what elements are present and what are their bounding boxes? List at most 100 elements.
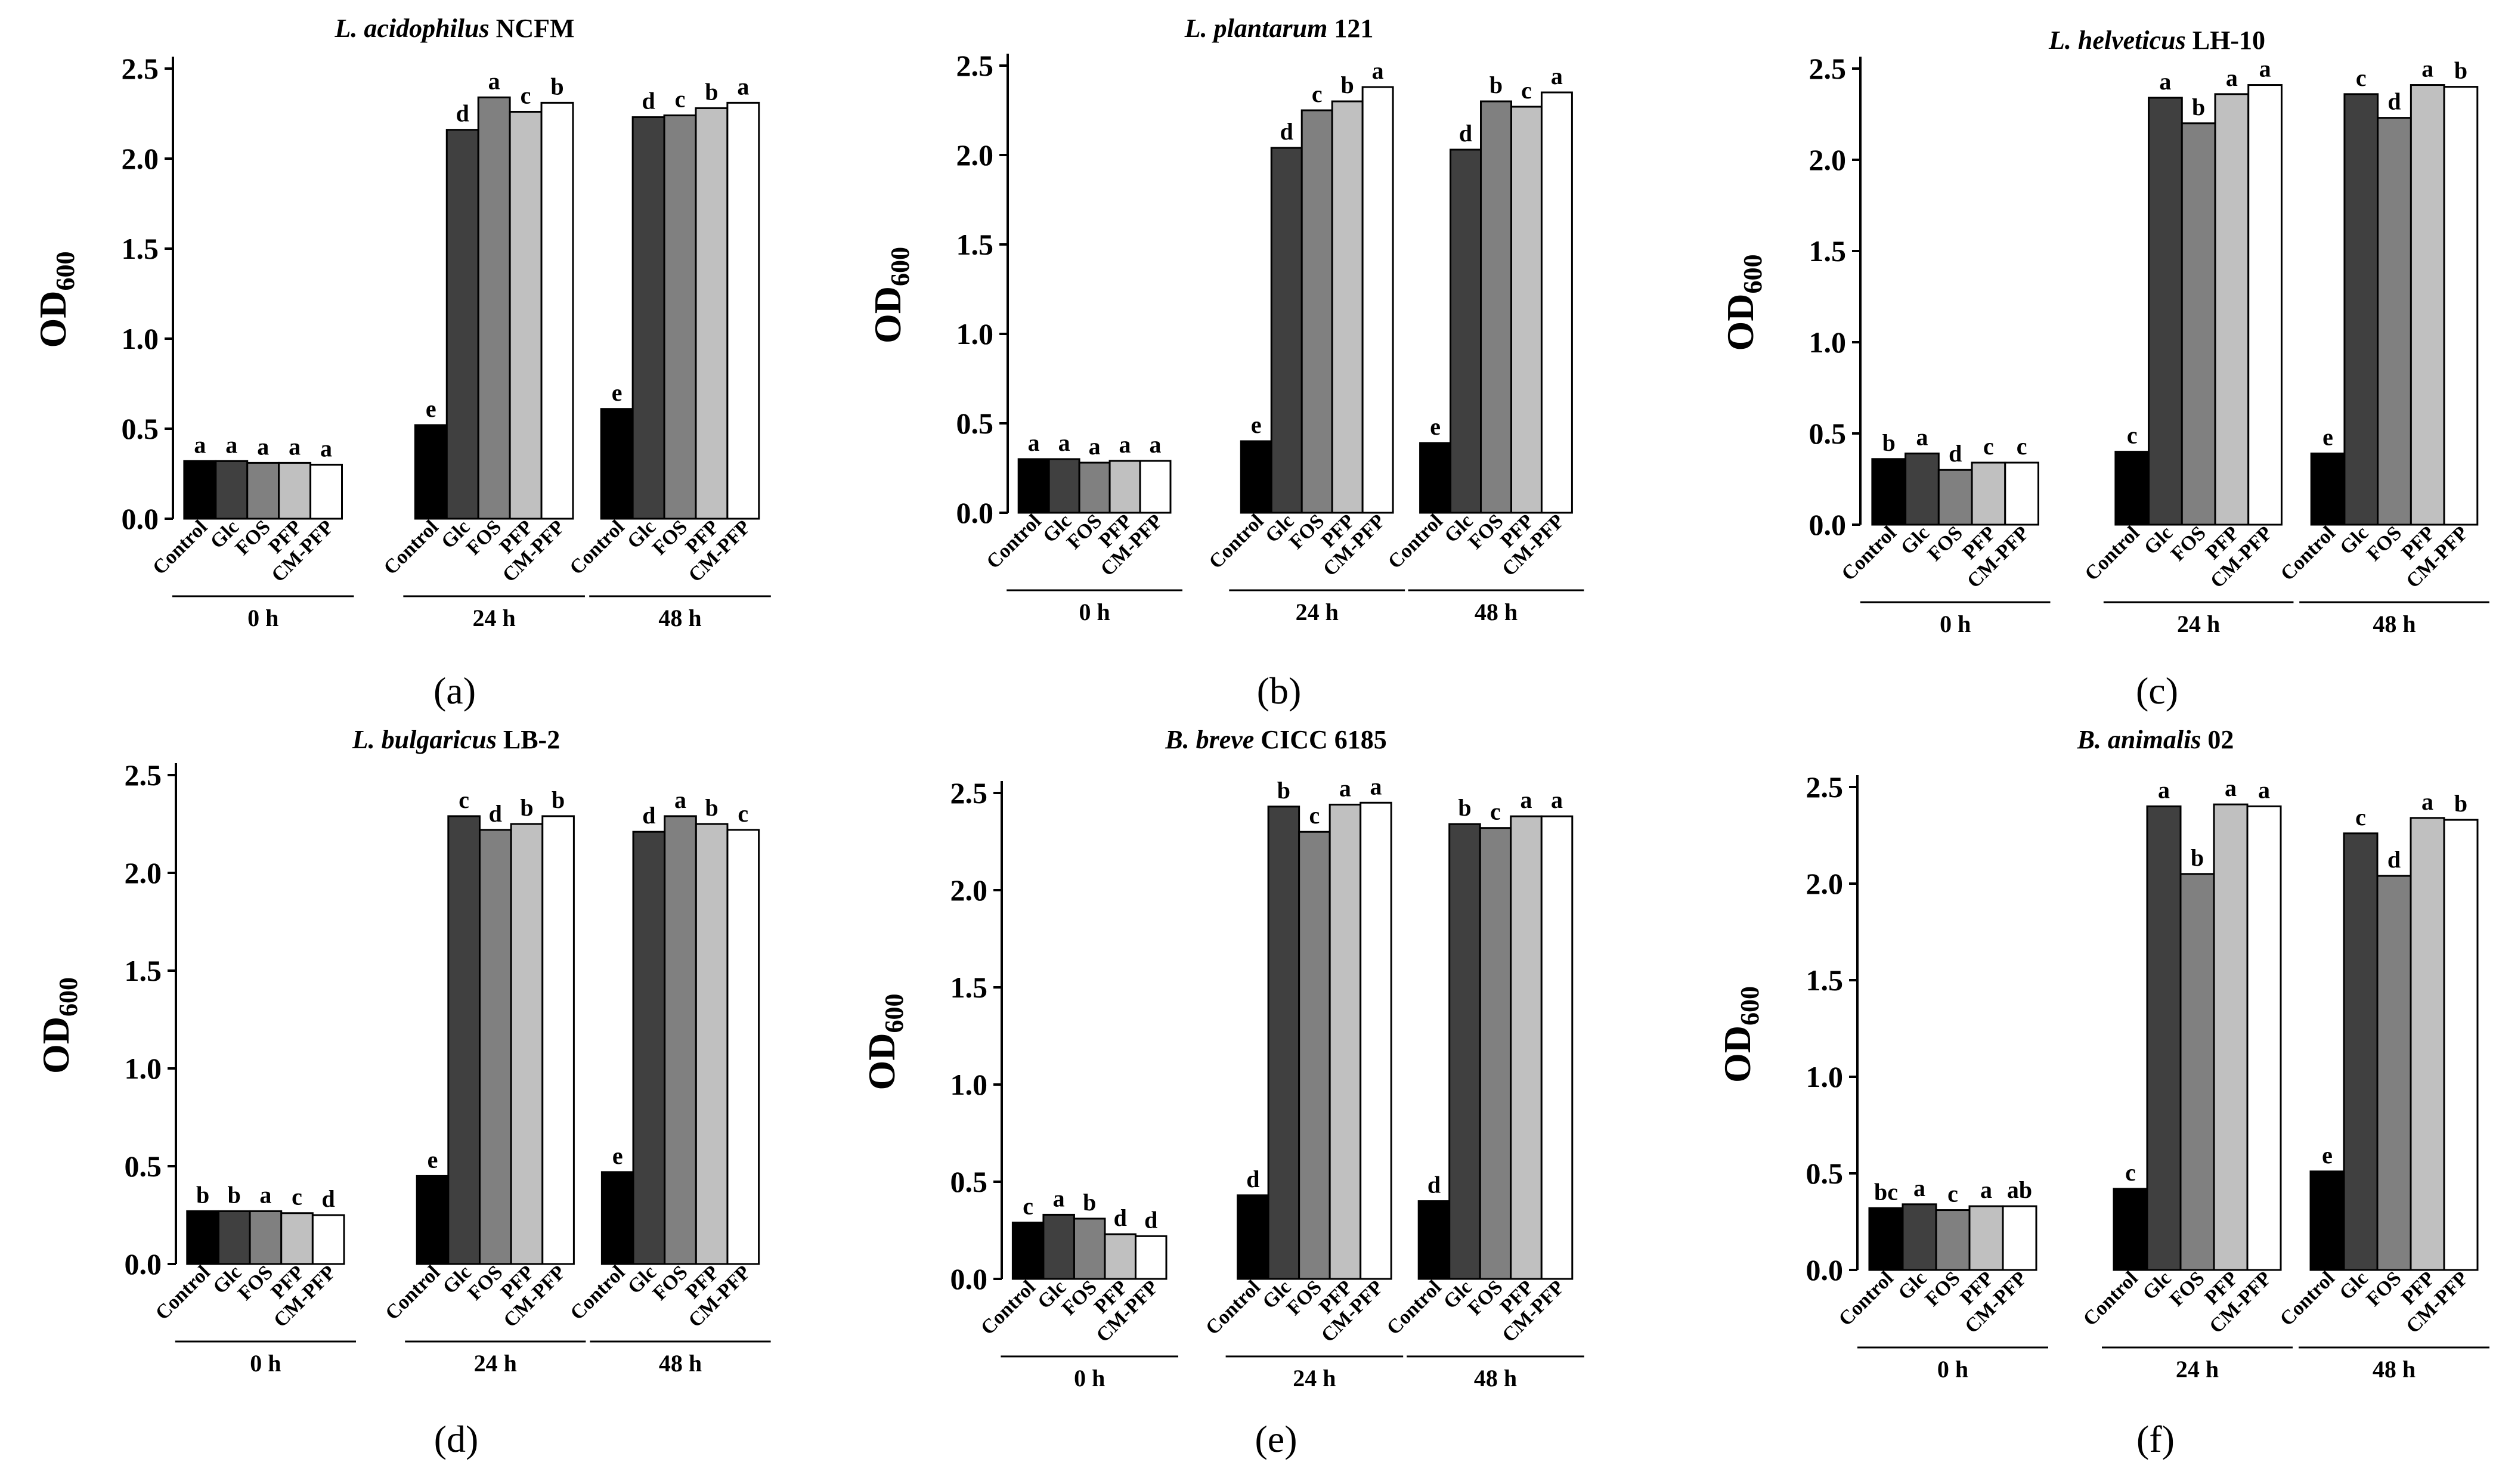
panel-tag: (e) [1255, 1418, 1297, 1460]
significance-letter: a [257, 433, 269, 460]
bar-control-24h [1237, 1194, 1269, 1280]
panel-title: L. helveticus LH-10 [2048, 26, 2265, 55]
y-axis-label: OD600 [1719, 255, 1767, 351]
panel-tag-letter: f [2149, 1418, 2162, 1460]
bar-cm-pfp-48h [2443, 86, 2479, 526]
significance-letter: a [1058, 429, 1070, 456]
significance-letter: a [2421, 55, 2433, 82]
x-category-label: FOS [2167, 522, 2210, 565]
group-label: 0 h [250, 1350, 281, 1377]
y-tick-label: 2.5 [1806, 770, 1844, 804]
bar-cm-pfp-48h [726, 101, 760, 520]
significance-letter: c [2355, 804, 2366, 831]
significance-letter: d [642, 802, 655, 829]
significance-letter: c [459, 786, 469, 813]
significance-letter: c [1521, 77, 1532, 104]
x-category-label: FOS [2362, 1267, 2406, 1310]
y-axis-label-sub: 600 [1735, 986, 1764, 1026]
panel-tag: (d) [434, 1418, 479, 1460]
significance-letter: c [1983, 433, 1994, 460]
bar-control-48h [600, 1171, 634, 1265]
panel-title-strain: LH-10 [2186, 26, 2265, 55]
bar-pfp-24h [2213, 803, 2249, 1271]
panel-title-species: B. animalis [2077, 725, 2201, 754]
y-tick-label: 2.0 [125, 856, 162, 890]
bar-glc-24h [2148, 97, 2183, 526]
bar-control-24h [2114, 451, 2150, 526]
significance-letter: c [292, 1184, 302, 1210]
panel-title: B. breve CICC 6185 [1165, 725, 1387, 754]
bar-control-48h [1417, 1200, 1451, 1280]
group-label: 0 h [247, 605, 278, 631]
bar-pfp-24h [510, 823, 544, 1265]
significance-letter: c [1947, 1181, 1958, 1207]
y-tick-label: 1.0 [122, 322, 159, 355]
bar-glc-24h [1270, 147, 1303, 514]
panel-title-species: L. acidophilus [334, 14, 489, 43]
significance-letter: c [1312, 80, 1323, 107]
bar-cm-pfp-24h [541, 815, 575, 1265]
y-tick-label: 1.5 [950, 971, 988, 1004]
group-label: 24 h [474, 1350, 517, 1377]
bar-fos-24h [2179, 873, 2215, 1271]
bar-cm-pfp-24h [1360, 801, 1392, 1280]
panel-tag: (b) [1257, 670, 1302, 712]
significance-letter: a [1551, 786, 1563, 813]
significance-letter: b [552, 786, 565, 813]
group-label: 0 h [1937, 1356, 1968, 1383]
x-category-label: FOS [2362, 522, 2406, 565]
significance-letter: a [289, 433, 301, 460]
bar-control-48h [600, 408, 634, 520]
bar-control-48h [1419, 442, 1452, 514]
significance-letter: b [196, 1181, 209, 1208]
panel-title-species: L. helveticus [2048, 26, 2186, 55]
bar-fos-24h [478, 829, 512, 1265]
panel-e: B. breve CICC 6185 0.0 0.5 1.0 1.5 2.0 2.5 OD60… [860, 725, 1584, 1460]
y-tick-label: 1.0 [1806, 1060, 1844, 1093]
significance-letter: a [1916, 424, 1928, 451]
y-axis-label-main: OD [1716, 1026, 1758, 1083]
bar-fos-0h [1078, 461, 1111, 514]
x-category-label: Control [565, 516, 628, 579]
y-tick-label: 2.5 [956, 49, 994, 82]
group-label: 24 h [2176, 1356, 2219, 1383]
significance-letter: e [426, 395, 436, 422]
significance-letter: a [1372, 57, 1384, 84]
bar-pfp-0h [280, 1212, 314, 1265]
bar-fos-24h [1300, 109, 1333, 514]
y-tick-label: 2.0 [950, 873, 988, 907]
significance-letter: d [1280, 118, 1293, 145]
bar-fos-48h [2376, 875, 2412, 1271]
bar-glc-24h [1267, 805, 1300, 1280]
y-tick-label: 0.0 [1809, 508, 1847, 541]
bar-pfp-24h [509, 110, 543, 520]
bar-fos-0h [1937, 469, 1973, 526]
panel-title-strain: CICC 6185 [1254, 725, 1386, 754]
significance-letter: c [2017, 433, 2027, 460]
bar-pfp-48h [695, 823, 729, 1265]
panel-tag-letter: c [2148, 670, 2165, 712]
significance-letter: ab [2007, 1176, 2032, 1203]
significance-letter: d [1949, 440, 1962, 467]
y-axis-label: OD600 [35, 977, 83, 1074]
group-label: 0 h [1079, 599, 1110, 625]
bar-pfp-0h [1104, 1233, 1136, 1280]
significance-letter: b [1489, 72, 1503, 98]
significance-letter: b [228, 1181, 241, 1208]
significance-letter: e [428, 1146, 438, 1173]
bar-pfp-0h [1971, 461, 2006, 526]
significance-letter: a [674, 786, 686, 813]
y-tick-label: 1.5 [1809, 234, 1847, 268]
significance-letter: d [1114, 1204, 1127, 1231]
significance-letter: a [2158, 776, 2170, 803]
bar-cm-pfp-0h [1139, 460, 1172, 514]
bar-cm-pfp-48h [2443, 819, 2479, 1271]
panel-title: L. bulgaricus LB-2 [352, 725, 560, 754]
group-label: 48 h [658, 605, 701, 631]
y-tick-label: 0.0 [125, 1247, 162, 1281]
panel-tag: (c) [2136, 670, 2178, 712]
bar-cm-pfp-0h [2002, 1205, 2037, 1271]
bar-glc-48h [2343, 93, 2379, 526]
bar-fos-48h [1479, 827, 1512, 1280]
y-tick-label: 0.5 [122, 412, 159, 445]
